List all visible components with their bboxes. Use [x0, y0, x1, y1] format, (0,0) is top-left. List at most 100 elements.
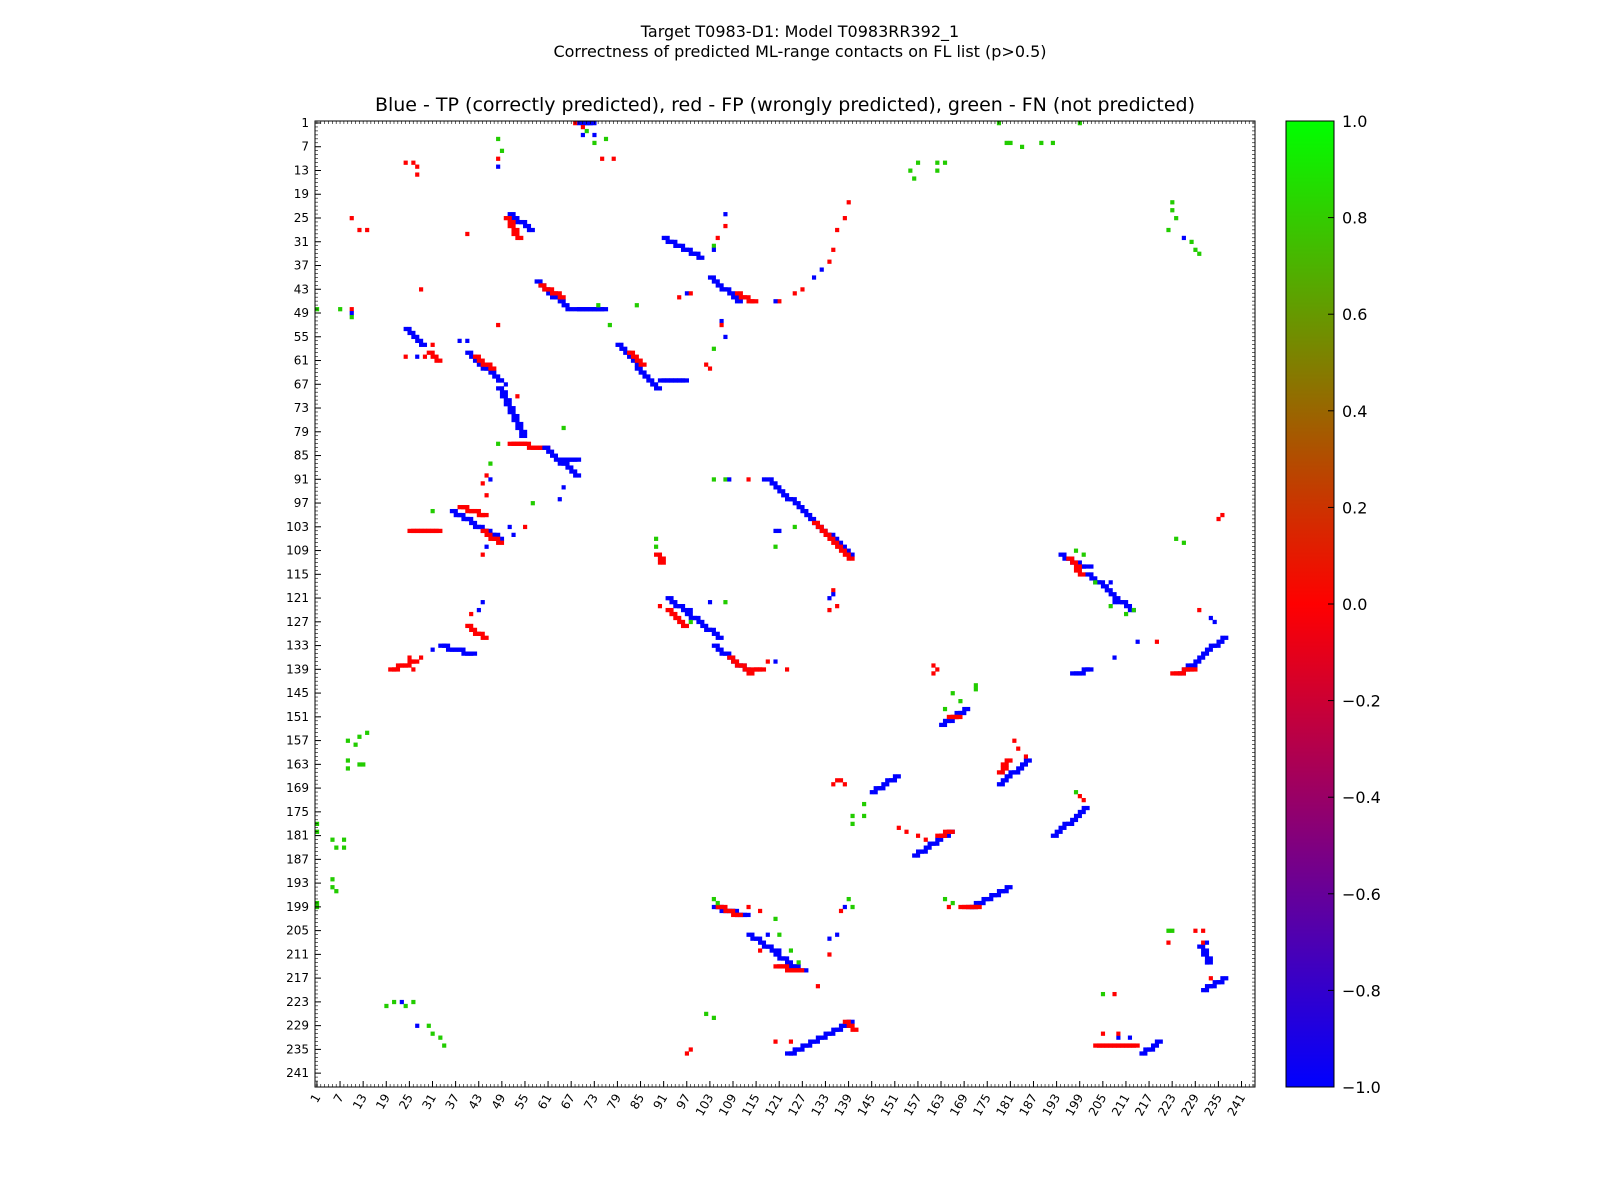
contact-fp	[719, 904, 724, 910]
contact-fp	[526, 441, 532, 446]
contact-tp	[962, 706, 967, 712]
contact-tp	[811, 275, 817, 280]
contact-fp	[842, 1019, 847, 1024]
contact-tp	[785, 497, 790, 502]
contact-tp	[453, 647, 458, 652]
y-tick-label: 139	[286, 662, 309, 676]
contact-tp	[496, 164, 501, 169]
contact-tp	[650, 378, 655, 383]
contact-fp	[1104, 1043, 1109, 1048]
contact-fn	[634, 303, 639, 308]
contact-fp	[1004, 766, 1009, 771]
contact-fp	[1097, 1043, 1102, 1048]
contact-fn	[330, 877, 335, 882]
contact-tp	[781, 489, 786, 494]
contact-tp	[1212, 980, 1217, 985]
contact-tp	[573, 469, 578, 474]
contact-fp	[407, 663, 412, 668]
contact-fp	[1077, 564, 1082, 569]
contact-tp	[1212, 984, 1217, 989]
contact-fp	[1189, 667, 1194, 672]
contact-fn	[1181, 540, 1186, 545]
contact-tp	[592, 132, 597, 138]
contact-tp	[476, 524, 481, 530]
contact-tp	[550, 295, 555, 300]
contact-fp	[954, 714, 959, 720]
contact-tp	[719, 651, 724, 656]
contact-tp	[646, 374, 651, 379]
contact-fp	[677, 619, 682, 625]
contact-fp	[496, 540, 501, 545]
contact-fn	[1004, 140, 1009, 146]
contact-tp	[1204, 984, 1210, 989]
contact-fn	[1020, 144, 1025, 150]
y-tick-label: 193	[286, 876, 309, 890]
contact-fp	[765, 659, 770, 664]
contact-fp	[688, 291, 693, 296]
contact-tp	[1073, 813, 1079, 819]
contact-fp	[507, 216, 512, 221]
contact-tp	[823, 1031, 828, 1036]
contact-tp	[630, 358, 636, 363]
contact-fp	[746, 299, 751, 304]
contact-fp	[511, 223, 516, 229]
contact-fp	[1077, 794, 1082, 799]
contact-tp	[538, 279, 543, 284]
y-tick-label: 127	[286, 615, 309, 629]
contact-tp	[688, 247, 693, 252]
contact-tp	[788, 960, 793, 965]
contact-tp	[465, 651, 470, 656]
contact-fp	[1004, 758, 1009, 763]
contact-tp	[515, 425, 520, 431]
contact-tp	[727, 477, 732, 482]
contact-tp	[415, 354, 420, 359]
contact-tp	[731, 291, 736, 296]
contact-tp	[465, 338, 470, 344]
contact-tp	[688, 607, 693, 613]
contact-tp	[719, 283, 724, 288]
contact-tp	[1216, 643, 1221, 648]
contact-tp	[773, 659, 778, 664]
contact-tp	[1058, 825, 1063, 830]
contact-fp	[842, 216, 847, 221]
y-tick-label: 55	[294, 330, 309, 344]
contact-fp	[511, 219, 516, 225]
y-tick-label: 73	[294, 401, 309, 415]
contact-tp	[1201, 651, 1206, 656]
y-tick-label: 157	[286, 734, 309, 748]
contact-fp	[1124, 1043, 1129, 1048]
contact-tp	[569, 307, 574, 312]
contact-tp	[403, 326, 408, 332]
contact-tp	[765, 477, 770, 482]
contact-fp	[430, 342, 435, 347]
contact-tp	[619, 346, 624, 351]
contact-tp	[665, 378, 670, 383]
contact-fp	[788, 1039, 793, 1044]
contact-tp	[1220, 635, 1225, 640]
contact-tp	[989, 893, 994, 898]
contact-tp	[503, 390, 508, 395]
contact-tp	[750, 936, 755, 941]
contact-fn	[1073, 790, 1079, 795]
contact-fp	[415, 528, 420, 534]
contact-tp	[419, 342, 424, 347]
contact-fn	[338, 307, 343, 312]
contact-fp	[411, 528, 416, 534]
contact-fp	[738, 663, 743, 668]
contact-tp	[700, 619, 705, 625]
x-tick-label: 169	[947, 1092, 971, 1119]
contact-tp	[1204, 956, 1210, 961]
contact-tp	[1016, 766, 1021, 771]
contact-tp	[488, 477, 493, 482]
contact-fp	[846, 556, 851, 561]
contact-fn	[596, 303, 601, 308]
contact-fp	[661, 560, 666, 565]
contact-fp	[742, 667, 747, 672]
contact-tp	[1073, 671, 1079, 676]
contact-tp	[769, 948, 774, 953]
contact-tp	[719, 287, 724, 292]
contact-tp	[580, 132, 585, 138]
x-tick-label: 121	[762, 1092, 786, 1119]
colorbar-tick-label: −1.0	[1342, 1078, 1381, 1097]
contact-tp	[1216, 639, 1221, 644]
